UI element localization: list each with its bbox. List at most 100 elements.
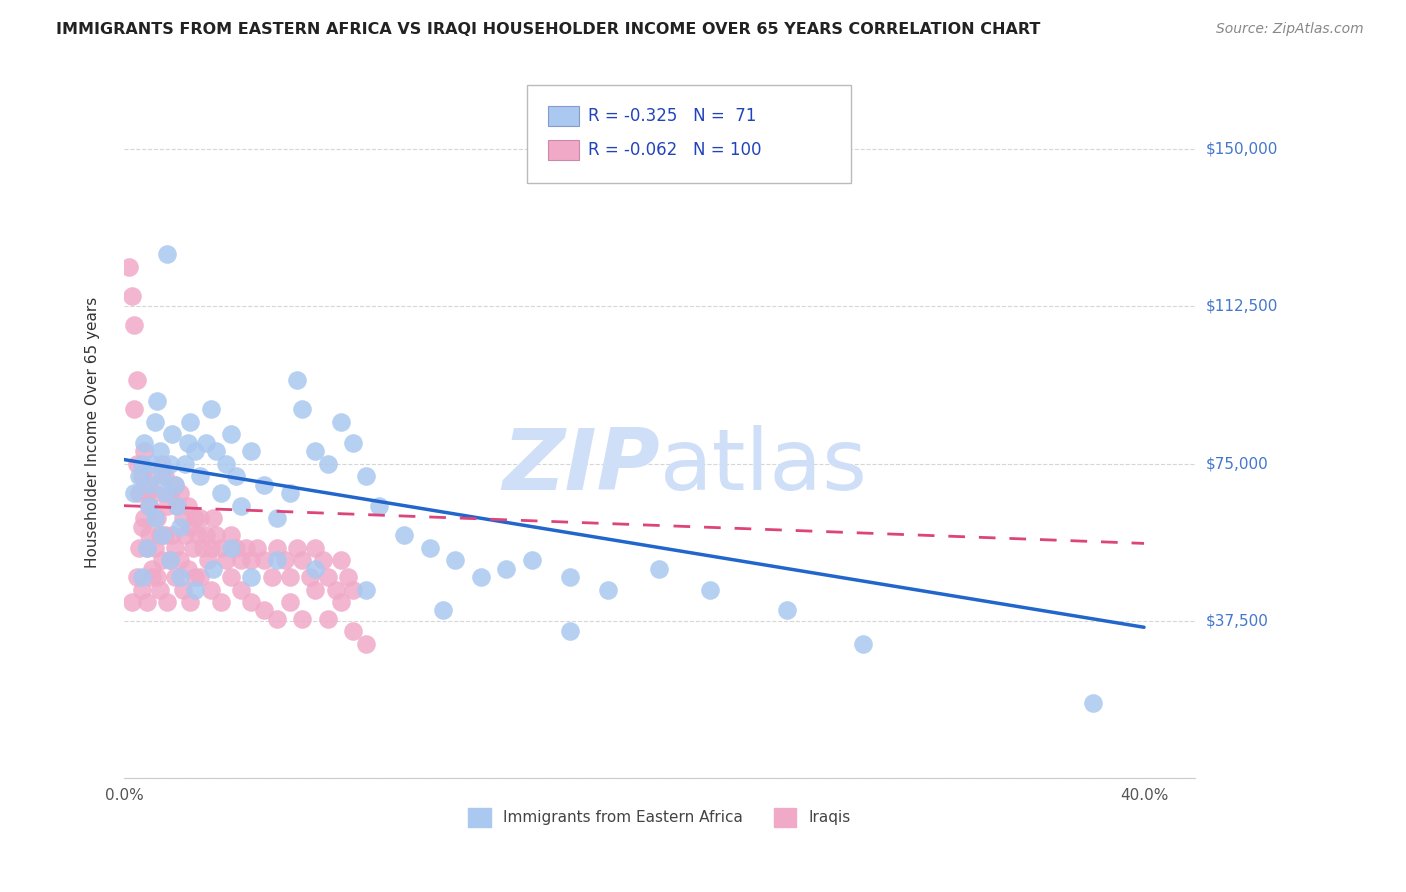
Point [149,444,172,458]
Point [266,541,288,555]
Point [138,499,160,513]
Point [134,435,156,450]
Point [143,511,166,525]
Point [240,570,263,584]
Point [240,595,263,609]
Point [342,435,364,450]
Point [122,318,145,333]
Point [291,402,314,417]
Point [169,486,191,500]
Point [141,457,163,471]
Point [285,373,308,387]
Point [342,582,364,597]
Point [266,553,288,567]
Point [202,511,225,525]
Point [184,511,207,525]
Point [209,541,232,555]
Text: R = -0.062   N = 100: R = -0.062 N = 100 [588,141,761,159]
Text: $150,000: $150,000 [1206,142,1278,157]
Point [128,541,150,555]
Point [190,469,212,483]
Point [159,553,181,567]
Point [699,582,721,597]
Point [200,541,222,555]
Point [131,570,153,584]
Point [131,469,153,483]
Text: R = -0.325   N =  71: R = -0.325 N = 71 [588,107,756,125]
Point [225,469,247,483]
Point [1081,696,1104,710]
Point [135,541,157,555]
Point [852,637,875,651]
Point [560,624,582,639]
Point [470,570,492,584]
Point [172,511,194,525]
Point [200,402,222,417]
Point [172,582,194,597]
Point [187,528,209,542]
Point [184,444,207,458]
Point [197,553,219,567]
Point [231,553,253,567]
Point [146,570,169,584]
Point [179,519,201,533]
Text: ZIP: ZIP [502,425,659,508]
Point [368,499,391,513]
Point [285,541,308,555]
Point [329,553,352,567]
Point [231,499,253,513]
Point [159,486,181,500]
Point [179,595,201,609]
Point [135,541,157,555]
Point [121,289,143,303]
Point [163,541,186,555]
Point [219,570,242,584]
Point [176,499,198,513]
Point [162,427,184,442]
Point [253,477,276,491]
Point [131,457,153,471]
Point [209,486,232,500]
Point [163,477,186,491]
Point [419,541,441,555]
Point [162,528,184,542]
Point [128,469,150,483]
Point [354,637,377,651]
Point [560,570,582,584]
Point [520,553,543,567]
Point [163,570,186,584]
Point [163,477,186,491]
Point [190,570,212,584]
Point [225,541,247,555]
Point [266,511,288,525]
Point [143,541,166,555]
Point [159,457,181,471]
Point [354,469,377,483]
Point [194,435,217,450]
Point [245,541,267,555]
Text: atlas: atlas [659,425,868,508]
Point [143,415,166,429]
Point [312,553,335,567]
Point [204,444,226,458]
Point [329,415,352,429]
Point [394,528,416,542]
Point [291,612,314,626]
Point [299,570,322,584]
Point [266,612,288,626]
Point [174,528,197,542]
Point [219,427,242,442]
Point [184,582,207,597]
Text: Source: ZipAtlas.com: Source: ZipAtlas.com [1216,22,1364,37]
Point [141,561,163,575]
Text: IMMIGRANTS FROM EASTERN AFRICA VS IRAQI HOUSEHOLDER INCOME OVER 65 YEARS CORRELA: IMMIGRANTS FROM EASTERN AFRICA VS IRAQI … [56,22,1040,37]
Point [135,595,157,609]
Point [278,486,301,500]
Point [209,595,232,609]
Point [495,561,517,575]
Point [444,553,467,567]
Point [146,393,169,408]
Point [278,595,301,609]
Point [174,457,197,471]
Point [138,499,160,513]
